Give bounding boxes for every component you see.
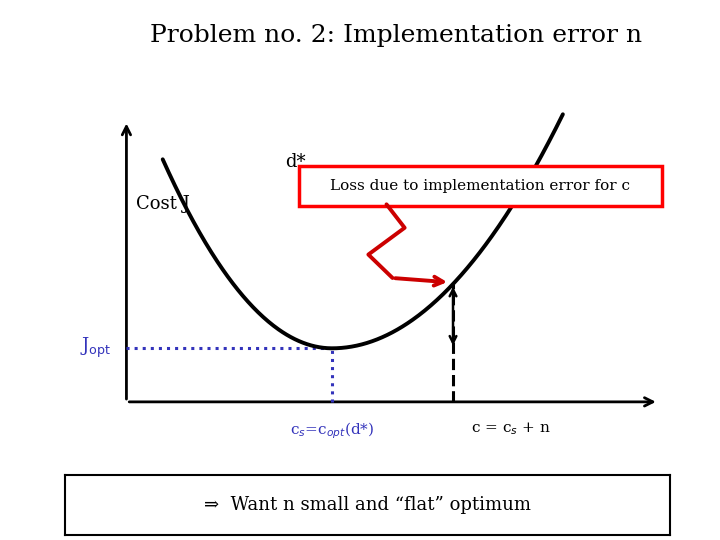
Text: c = c$_s$ + n: c = c$_s$ + n <box>471 420 551 437</box>
Text: Problem no. 2: Implementation error n: Problem no. 2: Implementation error n <box>150 24 642 48</box>
Text: d*: d* <box>285 153 306 171</box>
Text: Cost J: Cost J <box>135 195 189 213</box>
FancyBboxPatch shape <box>299 166 662 206</box>
Text: ⇒  Want n small and “flat” optimum: ⇒ Want n small and “flat” optimum <box>204 496 531 514</box>
Text: J$_{\rm opt}$: J$_{\rm opt}$ <box>80 336 112 360</box>
Text: □: □ <box>13 58 27 72</box>
Text: NTNU: NTNU <box>12 127 27 176</box>
Text: c$_s$=c$_{opt}$(d*): c$_s$=c$_{opt}$(d*) <box>290 420 374 441</box>
Text: 45: 45 <box>10 504 30 518</box>
Text: Loss due to implementation error for c: Loss due to implementation error for c <box>330 179 630 193</box>
